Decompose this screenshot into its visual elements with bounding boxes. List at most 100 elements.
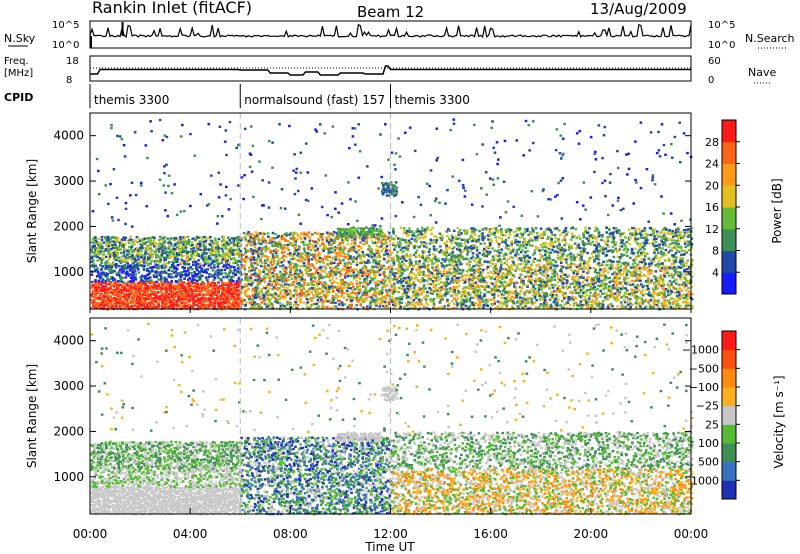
data-cell xyxy=(346,269,349,273)
data-cell xyxy=(138,281,141,285)
data-cell xyxy=(555,294,558,297)
data-cell xyxy=(152,286,155,289)
data-cell xyxy=(162,242,166,245)
data-cell xyxy=(539,284,543,287)
data-cell xyxy=(346,232,350,235)
data-cell xyxy=(412,292,416,295)
data-cell xyxy=(272,295,275,298)
data-cell xyxy=(245,279,249,282)
data-cell xyxy=(508,269,511,273)
data-cell xyxy=(292,239,295,243)
data-cell xyxy=(471,284,474,288)
data-cell xyxy=(179,275,183,279)
data-cell xyxy=(272,286,276,289)
data-cell xyxy=(113,278,117,281)
data-cell xyxy=(593,276,597,279)
data-cell xyxy=(162,304,166,307)
data-cell xyxy=(340,295,344,298)
data-cell xyxy=(202,257,206,260)
data-cell xyxy=(224,257,227,260)
data-cell xyxy=(112,285,116,288)
data-cell xyxy=(321,242,325,245)
data-cell xyxy=(254,259,258,263)
frequency-label: Freq. xyxy=(4,56,29,67)
data-cell xyxy=(242,231,246,235)
data-cell xyxy=(221,296,224,299)
data-cell xyxy=(419,281,422,284)
data-cell xyxy=(154,287,157,290)
data-cell xyxy=(101,280,104,283)
data-cell xyxy=(335,231,339,235)
data-cell xyxy=(135,236,139,239)
data-cell xyxy=(580,306,583,310)
data-cell xyxy=(472,287,475,291)
data-cell xyxy=(530,278,534,281)
data-cell xyxy=(276,277,279,280)
data-cell xyxy=(200,306,204,309)
data-cell xyxy=(107,296,110,299)
data-cell xyxy=(473,296,476,299)
data-cell xyxy=(608,276,611,280)
data-cell xyxy=(328,255,332,259)
data-cell xyxy=(207,292,211,295)
data-cell xyxy=(332,271,336,274)
data-cell xyxy=(487,285,491,289)
data-cell xyxy=(305,272,309,275)
data-cell xyxy=(159,235,162,239)
data-cell xyxy=(427,277,431,280)
data-cell xyxy=(339,252,342,255)
data-cell xyxy=(153,252,156,255)
data-cell xyxy=(599,295,602,298)
data-cell xyxy=(346,285,350,288)
data-cell xyxy=(342,296,346,299)
data-cell xyxy=(435,270,439,273)
data-cell xyxy=(181,266,184,269)
data-cell xyxy=(410,275,413,279)
data-cell xyxy=(211,269,215,272)
data-cell xyxy=(202,236,205,239)
data-cell xyxy=(95,303,98,307)
data-cell xyxy=(172,292,175,295)
data-cell xyxy=(384,302,387,305)
data-cell xyxy=(610,266,613,269)
data-cell xyxy=(210,253,213,256)
data-cell xyxy=(495,289,498,292)
data-cell xyxy=(180,273,184,277)
data-cell xyxy=(578,282,581,285)
data-cell xyxy=(186,294,190,298)
noise-sky-trace xyxy=(89,22,692,48)
data-cell xyxy=(91,246,94,249)
data-cell xyxy=(160,286,163,289)
data-cell xyxy=(246,295,249,298)
data-cell xyxy=(409,297,412,300)
data-cell xyxy=(374,294,377,297)
data-cell xyxy=(170,280,173,283)
data-cell xyxy=(289,294,293,298)
data-cell xyxy=(415,268,418,272)
data-cell xyxy=(177,253,181,256)
data-cell xyxy=(262,240,265,243)
data-cell xyxy=(429,288,433,291)
data-cell xyxy=(218,253,222,257)
data-cell xyxy=(274,244,278,248)
data-cell xyxy=(127,274,130,277)
data-cell xyxy=(524,302,528,305)
data-cell xyxy=(134,282,137,286)
data-cell xyxy=(148,252,152,256)
data-cell xyxy=(146,281,149,284)
data-cell xyxy=(328,235,331,239)
data-cell xyxy=(213,266,216,269)
data-cell xyxy=(237,278,241,281)
data-cell xyxy=(172,305,175,308)
data-cell xyxy=(407,265,411,269)
data-cell xyxy=(149,247,152,250)
data-cell xyxy=(201,298,204,301)
data-cell xyxy=(171,244,174,247)
data-cell xyxy=(300,279,304,282)
data-cell xyxy=(438,293,442,296)
data-cell xyxy=(173,247,177,251)
data-cell xyxy=(287,252,290,256)
data-cell xyxy=(240,257,244,261)
data-cell xyxy=(379,232,382,235)
data-cell xyxy=(403,305,406,309)
